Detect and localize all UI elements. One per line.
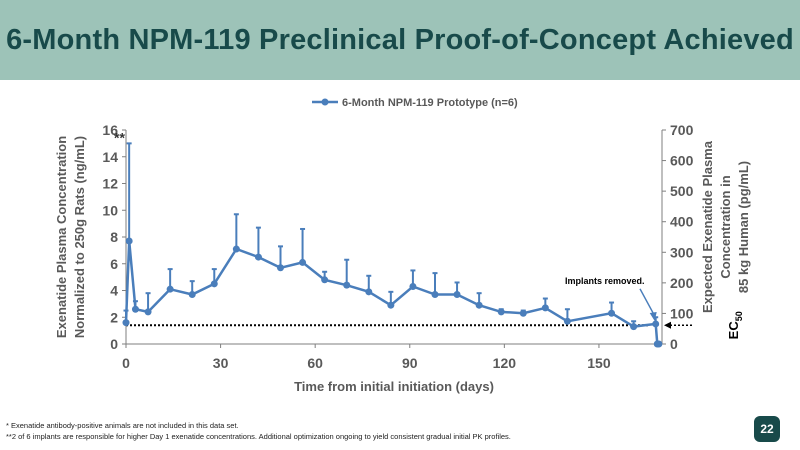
data-point — [475, 301, 483, 309]
data-point — [608, 309, 616, 317]
y-tick-label: 8 — [110, 229, 118, 245]
data-point — [630, 323, 638, 331]
data-point — [122, 319, 130, 327]
footnote-1: * Exenatide antibody-positive animals ar… — [6, 421, 239, 430]
y-tick-label: 0 — [110, 336, 118, 352]
data-point — [125, 237, 133, 245]
ec50-label: EC50 — [726, 311, 744, 339]
data-point — [188, 291, 196, 299]
y-tick-label: 2 — [110, 309, 118, 325]
page-number-badge: 22 — [754, 416, 780, 442]
y-tick-label: 12 — [102, 176, 118, 192]
y-tick-label: 10 — [102, 202, 118, 218]
data-point — [431, 291, 439, 299]
data-point — [519, 309, 527, 317]
data-point — [166, 285, 174, 293]
y2-tick-label: 300 — [670, 244, 694, 260]
ec50-label-main: EC — [726, 321, 741, 340]
x-tick-label: 150 — [587, 355, 611, 371]
x-axis-title: Time from initial initiation (days) — [294, 379, 494, 394]
data-point — [497, 308, 505, 316]
x-tick-label: 30 — [213, 355, 229, 371]
ec50-arrow-head — [664, 321, 671, 329]
data-point — [131, 305, 139, 313]
y-tick-label: 14 — [102, 149, 118, 165]
double-asterisk-annotation: ** — [114, 130, 125, 146]
footnotes: * Exenatide antibody-positive animals ar… — [6, 420, 746, 442]
y2-axis-title-line: 85 kg Human (pg/mL) — [736, 161, 751, 293]
implants-removed-annotation: Implants removed. — [565, 276, 645, 286]
y-tick-label: 4 — [110, 283, 118, 299]
data-point — [254, 253, 262, 261]
title-bar: 6-Month NPM-119 Preclinical Proof-of-Con… — [0, 0, 800, 80]
y2-tick-label: 0 — [670, 336, 678, 352]
legend-label: 6-Month NPM-119 Prototype (n=6) — [342, 97, 518, 109]
y2-axis-title-line: Expected Exenatide Plasma — [700, 140, 715, 313]
x-tick-label: 60 — [307, 355, 323, 371]
data-point — [144, 308, 152, 316]
data-point — [210, 280, 218, 288]
data-point — [232, 245, 240, 253]
y2-tick-label: 400 — [670, 214, 694, 230]
implants-removed-arrow-head — [649, 311, 657, 321]
implants-removed-arrow — [639, 288, 656, 317]
y2-tick-label: 500 — [670, 183, 694, 199]
y-axis-title-line: Exenatide Plasma Concentration — [54, 136, 69, 338]
series-line — [124, 240, 659, 346]
data-point — [652, 320, 660, 328]
y2-axis-title-line: Concentration in — [718, 175, 733, 278]
y2-tick-label: 200 — [670, 275, 694, 291]
ec50-label-sub: 50 — [734, 311, 744, 321]
data-point — [276, 264, 284, 272]
data-point — [409, 282, 417, 290]
data-point — [387, 301, 395, 309]
data-point — [365, 288, 373, 296]
data-point — [453, 291, 461, 299]
data-point — [541, 304, 549, 312]
legend-marker — [321, 98, 329, 106]
y-tick-label: 16 — [102, 122, 118, 138]
data-point — [343, 281, 351, 289]
x-tick-label: 90 — [402, 355, 418, 371]
data-point — [655, 340, 663, 348]
x-tick-label: 0 — [122, 355, 130, 371]
data-point — [321, 276, 329, 284]
footnote-2: **2 of 6 implants are responsible for hi… — [6, 432, 511, 441]
y-axis-title-line: Normalized to 250g Rats (ng/mL) — [72, 136, 87, 338]
y-tick-label: 6 — [110, 256, 118, 272]
data-point — [563, 317, 571, 325]
y2-tick-label: 600 — [670, 153, 694, 169]
y2-tick-label: 700 — [670, 122, 694, 138]
chart: 0 2 4 6 8 10 12 14 16 0 100 200 300 400 500 600 700 0 30 60… — [54, 97, 751, 394]
data-point — [299, 258, 307, 266]
x-tick-label: 120 — [493, 355, 517, 371]
slide-title: 6-Month NPM-119 Preclinical Proof-of-Con… — [6, 23, 794, 56]
y2-tick-label: 100 — [670, 305, 694, 321]
